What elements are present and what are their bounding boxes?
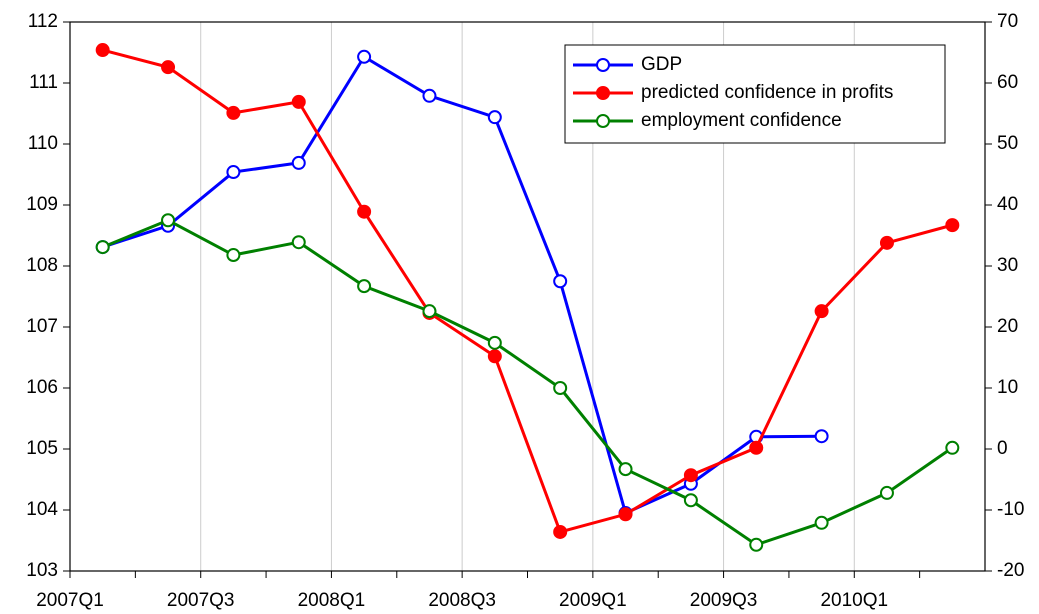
- data-point: [357, 279, 372, 294]
- legend-marker: [596, 58, 610, 72]
- data-point: [226, 248, 241, 263]
- data-point: [161, 213, 176, 228]
- y-tick-label: 106: [26, 377, 58, 398]
- y2-tick-label: 10: [997, 377, 1018, 398]
- data-point: [291, 94, 306, 109]
- data-point: [357, 204, 372, 219]
- data-point: [879, 235, 894, 250]
- data-point: [226, 105, 241, 120]
- plot-frame: [69, 21, 986, 572]
- data-point: [749, 440, 764, 455]
- y-tick-label: 103: [26, 560, 58, 581]
- legend-label: employment confidence: [641, 110, 842, 131]
- data-point: [945, 218, 960, 233]
- y2-tick-label: 60: [997, 72, 1018, 93]
- data-point: [422, 304, 437, 319]
- data-point: [291, 155, 306, 170]
- data-point: [814, 304, 829, 319]
- x-tick-label: 2009Q3: [690, 590, 758, 611]
- data-point: [618, 507, 633, 522]
- y-tick-label: 104: [26, 499, 58, 520]
- y2-tick-label: 0: [997, 438, 1008, 459]
- y-tick-label: 109: [26, 194, 58, 215]
- data-point: [683, 468, 698, 483]
- data-point: [291, 235, 306, 250]
- legend-label: predicted confidence in profits: [641, 82, 893, 103]
- x-tick-label: 2007Q3: [167, 590, 235, 611]
- data-point: [487, 349, 502, 364]
- legend-label: GDP: [641, 54, 682, 75]
- data-point: [487, 110, 502, 125]
- x-tick-label: 2008Q1: [298, 590, 366, 611]
- data-point: [95, 43, 110, 58]
- y-tick-label: 107: [26, 316, 58, 337]
- x-tick-label: 2007Q1: [36, 590, 104, 611]
- y-tick-label: 105: [26, 438, 58, 459]
- x-tick-label: 2009Q1: [559, 590, 627, 611]
- data-point: [95, 240, 110, 255]
- data-point: [945, 440, 960, 455]
- data-point: [161, 60, 176, 75]
- data-point: [814, 515, 829, 530]
- y2-tick-label: 30: [997, 255, 1018, 276]
- data-point: [814, 429, 829, 444]
- data-point: [879, 485, 894, 500]
- y2-tick-label: -10: [997, 499, 1024, 520]
- y2-tick-label: 40: [997, 194, 1018, 215]
- y2-tick-label: -20: [997, 560, 1024, 581]
- data-point: [553, 524, 568, 539]
- series-line: [102, 218, 954, 547]
- y2-tick-label: 70: [997, 11, 1018, 32]
- data-point: [357, 49, 372, 64]
- legend-marker: [596, 86, 610, 100]
- data-point: [553, 381, 568, 395]
- series-line: [102, 54, 822, 516]
- legend-marker: [596, 114, 610, 128]
- y-tick-label: 110: [28, 133, 58, 154]
- data-point: [553, 274, 568, 289]
- x-tick-label: 2008Q3: [428, 590, 496, 611]
- data-point: [749, 537, 764, 552]
- y-tick-label: 108: [26, 255, 58, 276]
- data-point: [618, 462, 633, 477]
- y2-tick-label: 50: [997, 133, 1018, 154]
- data-point: [487, 335, 502, 350]
- y-tick-label: 111: [29, 72, 58, 93]
- data-point: [422, 88, 437, 103]
- data-point: [683, 493, 698, 508]
- y-tick-label: 112: [28, 11, 58, 32]
- series-line: [102, 48, 953, 534]
- data-point: [226, 165, 241, 180]
- x-tick-label: 2010Q1: [820, 590, 888, 611]
- y2-tick-label: 20: [997, 316, 1018, 337]
